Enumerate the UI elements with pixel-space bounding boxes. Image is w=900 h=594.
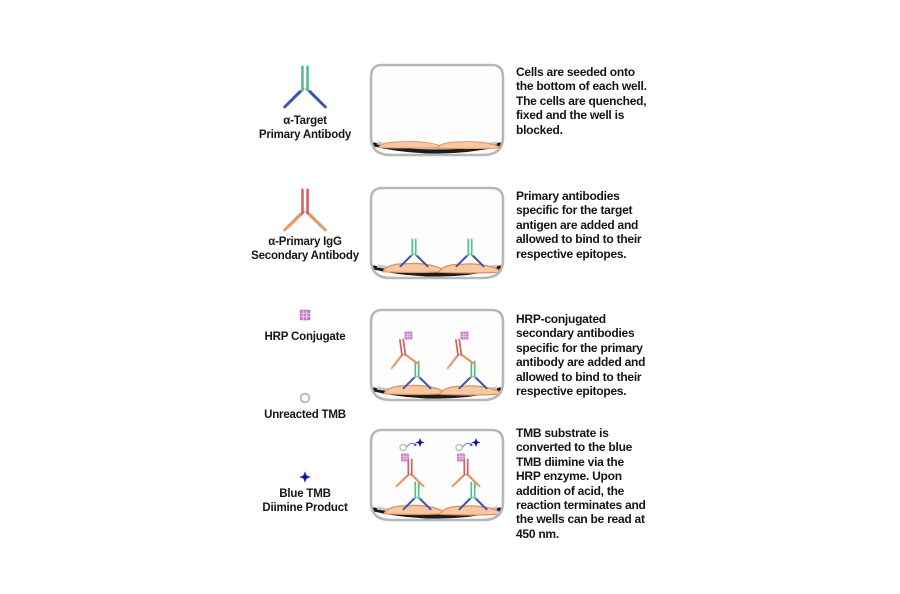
legend-line: α-Primary IgG: [268, 236, 342, 248]
legend-line: Unreacted TMB: [264, 409, 346, 421]
hrp-conjugate-icon: [295, 306, 315, 324]
well-step1-illustration: [369, 63, 505, 161]
legend-line: Blue TMB: [279, 488, 331, 500]
legend-label-primary-antibody: α-Target Primary Antibody: [230, 115, 380, 142]
legend-label-blue-tmb: Blue TMB Diimine Product: [230, 488, 380, 515]
legend-line: Primary Antibody: [258, 128, 352, 141]
unreacted-tmb-icon: [297, 390, 313, 406]
legend-line: α-Target: [283, 115, 327, 127]
legend-label-hrp-conjugate: HRP Conjugate: [230, 331, 380, 345]
well-step3-illustration: [369, 308, 505, 406]
primary-antibody-icon: [271, 64, 339, 114]
step2-description: Primary antibodies specific for the targ…: [516, 189, 642, 261]
legend-line: Diimine Product: [262, 501, 348, 514]
secondary-antibody-icon: [271, 186, 339, 238]
step1-description: Cells are seeded onto the bottom of each…: [516, 65, 647, 137]
step4-description: TMB substrate is converted to the blue T…: [516, 426, 646, 541]
step3-description: HRP-conjugated secondary antibodies spec…: [516, 312, 646, 399]
blue-tmb-diimine-icon: [297, 469, 313, 485]
well-step4-illustration: [369, 428, 505, 526]
legend-line: Secondary Antibody: [251, 249, 359, 262]
legend-label-secondary-antibody: α-Primary IgG Secondary Antibody: [230, 236, 380, 263]
legend-label-unreacted-tmb: Unreacted TMB: [230, 409, 380, 423]
well-step2-illustration: [369, 186, 505, 284]
legend-line: HRP Conjugate: [264, 331, 346, 343]
